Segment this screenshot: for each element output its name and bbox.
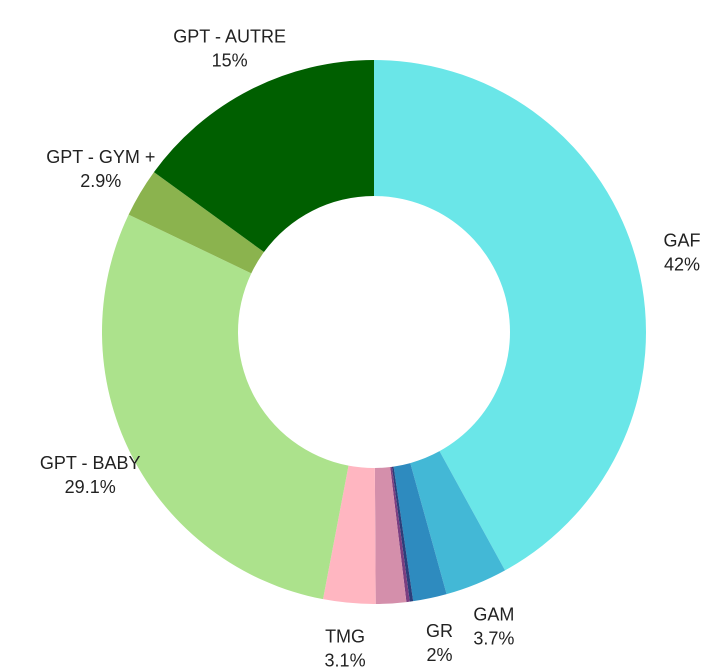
slice-label: GR [426,621,453,641]
slice [391,466,414,602]
slice-value: 2% [426,645,452,665]
slice-label: GPT - GYM + [46,147,155,167]
slice [102,214,349,600]
slice [410,451,506,595]
slice [374,60,646,571]
slice-label: GPT - AUTRE [173,26,286,46]
slice-value: 15% [212,50,248,70]
slice-value: 2.9% [80,171,121,191]
slice [323,465,376,604]
slice [390,466,410,603]
slice [374,467,407,604]
slice-value: 29.1% [65,477,116,497]
slice-value: 3.7% [473,628,514,648]
slice [393,463,447,602]
slice-label: GAF [664,231,701,251]
slice [153,60,374,253]
slice-label: TMG [325,626,365,646]
slice-value: 42% [664,255,700,275]
slice [128,172,264,274]
slice-value: 3.1% [325,650,366,668]
slice-label: GAM [473,604,514,624]
slice-label: GPT - BABY [40,453,141,473]
